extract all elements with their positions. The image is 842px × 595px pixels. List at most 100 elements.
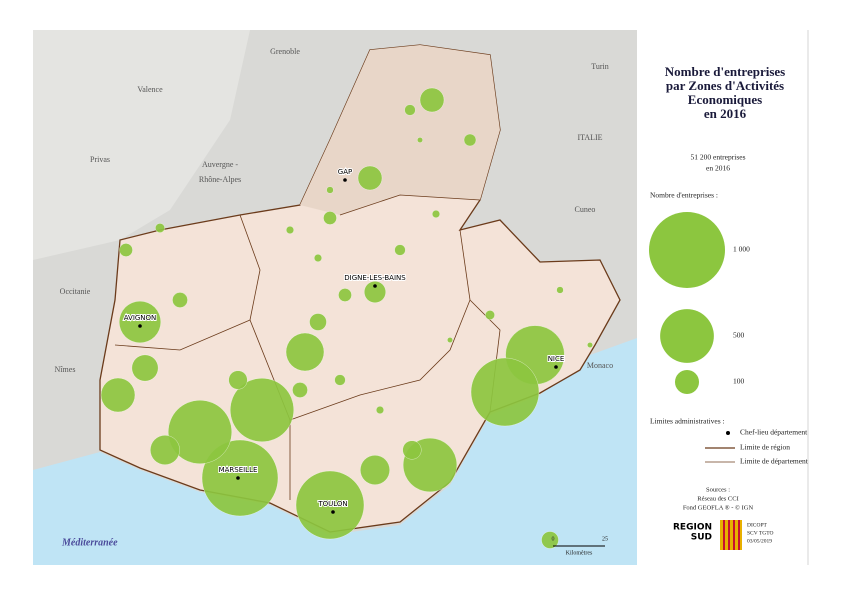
place-label: Cuneo [575, 205, 596, 214]
prefecture-dot [331, 510, 335, 514]
zone-bubble [376, 406, 384, 414]
zone-bubble [556, 286, 564, 294]
zone-bubble [309, 313, 327, 331]
zone-bubble [168, 400, 232, 464]
dept-limit [289, 229, 471, 421]
logo-text: SUD [691, 533, 712, 543]
zone-bubble [119, 243, 133, 257]
limits-legend-label: Limite de région [740, 443, 790, 452]
zone-bubble [417, 137, 423, 143]
logo-stripe [728, 520, 730, 550]
zone-bubble [357, 165, 383, 191]
zone-bubble [463, 133, 477, 147]
zone-bubble [100, 377, 136, 413]
zone-bubble [326, 186, 334, 194]
prefecture-dot [373, 284, 377, 288]
place-label: Nîmes [55, 365, 76, 374]
place-label: Turin [591, 62, 609, 71]
zone-bubble [228, 370, 248, 390]
prefecture-dot [236, 476, 240, 480]
size-legend-label: 100 [733, 377, 745, 386]
zone-bubble [364, 281, 386, 303]
size-legend-label: 1 000 [733, 245, 750, 254]
source-line: Sources : [706, 486, 730, 493]
credit-line: 03/05/2019 [747, 538, 772, 544]
prefecture-label: DIGNE-LES-BAINS [344, 274, 406, 282]
dept-limit [114, 319, 251, 351]
prefecture-dot [138, 324, 142, 328]
limits-legend-label: Limite de département [740, 457, 809, 466]
scale-unit: Kilomètres [566, 550, 593, 556]
zone-bubble [150, 435, 180, 465]
zone-bubble [292, 382, 308, 398]
legend-subtitle: 51 200 entreprises [691, 153, 746, 162]
zone-bubble [338, 288, 352, 302]
zone-bubble [541, 531, 559, 549]
logo-text: REGION [673, 523, 712, 533]
zone-bubble [402, 440, 422, 460]
department-limits [114, 194, 501, 500]
zone-bubble [485, 310, 495, 320]
zone-bubble [360, 455, 390, 485]
zone-bubble [404, 104, 416, 116]
place-label: ITALIE [577, 133, 602, 142]
zone-bubble [230, 378, 294, 442]
places: Grenoble Valence Privas Auvergne - Rhône-Alp… [55, 47, 614, 374]
zone-bubble [419, 87, 445, 113]
legend-title: en 2016 [704, 106, 747, 121]
place-label: Monaco [587, 361, 613, 370]
sea [33, 338, 637, 565]
place-label: Valence [137, 85, 163, 94]
limits-legend-heading: Limites administratives : [650, 417, 725, 426]
place-label: Rhône-Alpes [199, 175, 241, 184]
legend-subtitle: en 2016 [706, 164, 730, 173]
sea-label: Méditerranée [61, 537, 118, 548]
scale-tick: 25 [602, 536, 608, 542]
scale-tick: 0 [552, 536, 555, 542]
prefecture-label: TOULON [317, 500, 347, 508]
zone-bubble [201, 439, 279, 517]
relief-light [33, 30, 250, 260]
zone-bubble [323, 211, 337, 225]
size-legend-heading: Nombre d'entreprises : [650, 191, 718, 200]
prefecture-label: AVIGNON [124, 314, 157, 322]
map: GAP DIGNE-LES-BAINS AVIGNON NICE MARSEILLE TO… [33, 30, 637, 565]
dept-limit [239, 214, 291, 500]
zone-bubble [587, 342, 593, 348]
logo-stripe [733, 520, 735, 550]
prefecture-label: GAP [338, 168, 352, 176]
size-legend-circle [674, 369, 700, 395]
prefectures: GAP DIGNE-LES-BAINS AVIGNON NICE MARSEILLE TO… [123, 167, 565, 514]
prefecture-dot [343, 178, 347, 182]
zone-bubble [172, 292, 188, 308]
chef-lieu-symbol [726, 431, 730, 435]
zone-bubble [394, 244, 406, 256]
zone-bubble [131, 354, 159, 382]
zone-bubble [314, 254, 322, 262]
place-label: Occitanie [60, 287, 91, 296]
source-line: Fond GEOFLA ® - © IGN [683, 504, 754, 511]
zone-bubble [295, 470, 365, 540]
size-legend-circle [660, 309, 714, 363]
source-line: Réseau des CCI [697, 495, 739, 502]
legend-title: Nombre d'entreprises [665, 64, 785, 79]
zone-bubble [286, 226, 294, 234]
zone-bubble [334, 374, 346, 386]
limits-legend-label: Chef-lieu département [740, 428, 808, 437]
logo-flag [720, 520, 742, 550]
place-label: Auvergne - [202, 160, 238, 169]
zone-bubble [447, 337, 453, 343]
dept-limit [339, 194, 481, 216]
bubbles [100, 87, 593, 549]
legend-title: Economiques [688, 92, 762, 107]
zone-bubble [119, 301, 161, 343]
size-legend-label: 500 [733, 331, 745, 340]
zone-bubble [155, 223, 165, 233]
relief-alps [300, 45, 500, 215]
size-legend-circle [649, 212, 725, 288]
prefecture-label: MARSEILLE [219, 466, 258, 474]
logo-stripe [738, 520, 740, 550]
